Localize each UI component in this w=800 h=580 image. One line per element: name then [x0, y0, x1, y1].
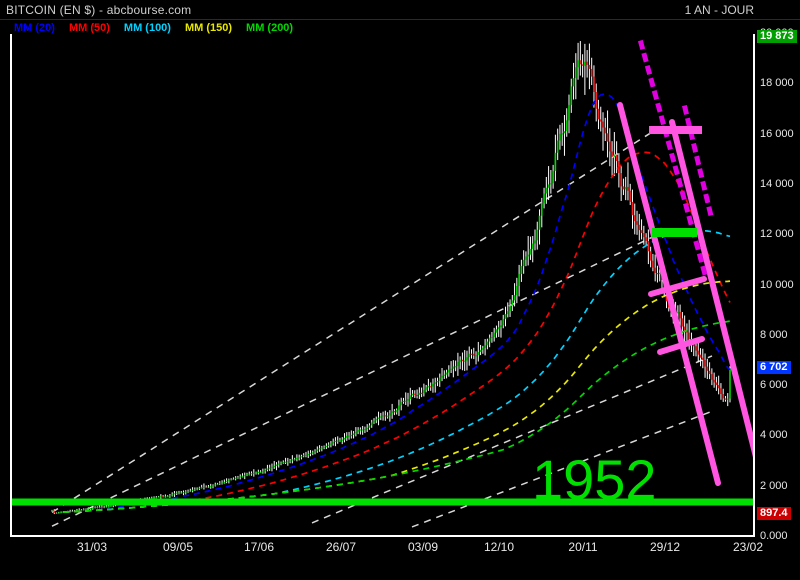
- legend-item-mm-50: MM (50): [68, 22, 110, 34]
- y-axis-tick: 6 000: [760, 379, 788, 392]
- y-axis-tick: 16 000: [760, 127, 794, 140]
- y-axis-tick: 18 000: [760, 77, 794, 90]
- legend-item-mm-20: MM (20): [14, 22, 55, 34]
- y-axis-tick: 12 000: [760, 228, 794, 241]
- resistance-band-upper: [649, 126, 702, 134]
- x-axis-tick: 20/11: [568, 540, 598, 554]
- x-axis-tick: 03/09: [407, 540, 439, 554]
- candlestick-series: [51, 41, 731, 515]
- high-marker: 19 873: [757, 30, 797, 44]
- y-axis-tick: 14 000: [760, 177, 794, 190]
- price-chart-plot-area[interactable]: 1952: [10, 34, 755, 537]
- x-axis-tick: 09/05: [162, 540, 194, 554]
- date-axis[interactable]: 31/03 09/05 17/06 26/07 03/09 12/10 20/11 29/12…: [0, 540, 800, 560]
- legend-item-mm-100: MM (100): [123, 22, 171, 34]
- resistance-band-lower: [652, 228, 697, 237]
- last-marker: 6 702: [757, 361, 791, 375]
- header-divider: [0, 19, 800, 20]
- page-title: BITCOIN (EN $) - abcbourse.com: [6, 3, 192, 17]
- x-axis-tick: 23/02: [732, 540, 764, 554]
- legend-item-mm-200: MM (200): [246, 22, 294, 34]
- x-axis-tick: 17/06: [243, 540, 275, 554]
- x-axis-tick: 12/10: [483, 540, 515, 554]
- y-axis-tick: 4 000: [760, 429, 788, 442]
- support-line-1952: [12, 498, 753, 506]
- support-label-1952: 1952: [532, 448, 657, 511]
- x-axis-tick: 31/03: [76, 540, 108, 554]
- y-axis-tick: 10 000: [760, 278, 794, 291]
- y-axis-tick: 8 000: [760, 328, 788, 341]
- x-axis-tick: 26/07: [325, 540, 357, 554]
- y-axis-tick: 0.000: [760, 530, 788, 542]
- timeframe-label: 1 AN - JOUR: [684, 3, 754, 17]
- moving-average-20: [63, 93, 731, 513]
- x-axis-tick: 29/12: [649, 540, 681, 554]
- y-axis-tick: 2 000: [760, 479, 788, 492]
- legend-item-mm-150: MM (150): [184, 22, 233, 34]
- moving-average-legend: MM (20) MM (50) MM (100) MM (150) MM (200): [14, 22, 293, 34]
- low-marker: 897.4: [757, 507, 791, 521]
